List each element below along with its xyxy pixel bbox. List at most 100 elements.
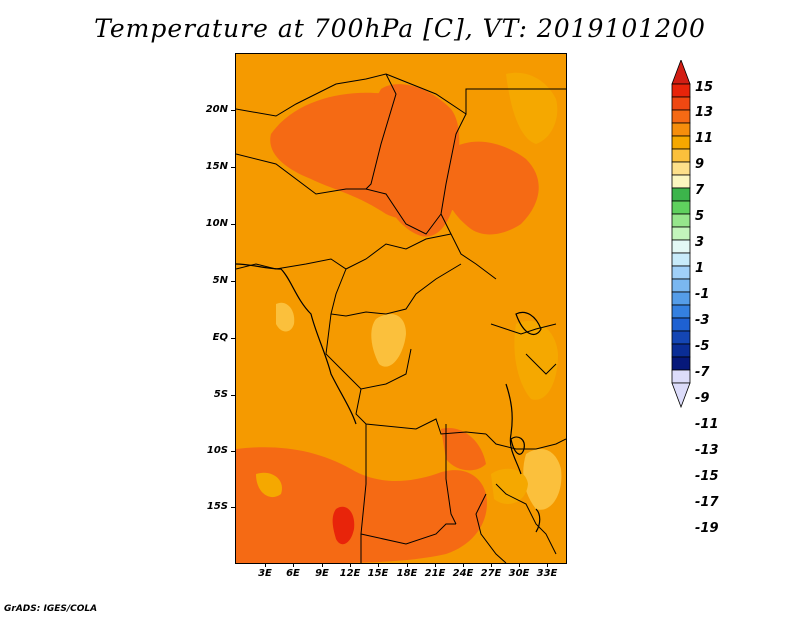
colorbar-segment <box>671 122 691 137</box>
x-tick <box>293 563 294 567</box>
cool-patch-south-west <box>256 472 282 498</box>
temperature-field <box>236 54 566 563</box>
colorbar-segment <box>671 356 691 371</box>
colorbar-bottom-arrow <box>671 382 691 409</box>
y-tick-label: 5N <box>212 275 228 286</box>
x-tick-label: 3E <box>258 568 272 579</box>
x-tick-label: 33E <box>536 568 558 579</box>
colorbar-segment <box>671 213 691 228</box>
colorbar-segment <box>671 148 691 163</box>
grads-credit: GrADS: IGES/COLA <box>4 604 98 614</box>
y-tick-label: 20N <box>205 104 228 115</box>
cool-patch-west <box>276 302 295 332</box>
colorbar-segment <box>671 109 691 124</box>
colorbar-segment <box>671 187 691 202</box>
colorbar-segment <box>671 252 691 267</box>
colorbar-label: 3 <box>695 235 705 250</box>
cool-patch-south-east-2 <box>491 468 528 504</box>
warm-region-north-central <box>369 84 460 237</box>
colorbar-label: -11 <box>695 417 719 432</box>
colorbar-label: -1 <box>695 287 710 302</box>
colorbar-label: -15 <box>695 469 719 484</box>
colorbar-segment <box>671 343 691 358</box>
colorbar-segment <box>671 317 691 332</box>
colorbar-label: -17 <box>695 495 719 510</box>
x-tick-label: 18E <box>396 568 418 579</box>
colorbar <box>671 60 691 409</box>
x-tick-label: 6E <box>286 568 300 579</box>
x-tick-label: 15E <box>367 568 389 579</box>
country-borders <box>236 73 566 563</box>
colorbar-segment <box>671 278 691 293</box>
cool-patch-south-east <box>523 449 562 510</box>
y-tick <box>231 338 235 339</box>
hot-spot-south <box>332 506 355 545</box>
x-tick <box>547 563 548 567</box>
y-tick <box>231 507 235 508</box>
x-tick-label: 9E <box>315 568 329 579</box>
colorbar-segment <box>671 330 691 345</box>
x-tick-label: 24E <box>452 568 474 579</box>
x-tick-label: 12E <box>339 568 361 579</box>
x-tick <box>378 563 379 567</box>
colorbar-label: -9 <box>695 391 710 406</box>
y-tick-label: 15S <box>206 501 228 512</box>
y-tick <box>231 110 235 111</box>
y-tick <box>231 451 235 452</box>
x-tick <box>407 563 408 567</box>
colorbar-top-arrow <box>671 60 691 85</box>
colorbar-label: -5 <box>695 339 710 354</box>
colorbar-segment <box>671 291 691 306</box>
warm-region-north-east <box>444 141 539 235</box>
coastlines <box>236 263 542 533</box>
cool-patch-central <box>371 314 406 367</box>
y-tick-label: 10S <box>206 445 228 456</box>
cool-patch-east <box>514 320 558 400</box>
y-tick <box>231 224 235 225</box>
colorbar-segment <box>671 200 691 215</box>
temperature-map <box>235 53 567 564</box>
colorbar-segment <box>671 174 691 189</box>
colorbar-label: 11 <box>695 131 714 146</box>
colorbar-segment <box>671 304 691 319</box>
x-tick <box>435 563 436 567</box>
x-tick <box>519 563 520 567</box>
colorbar-segment <box>671 161 691 176</box>
colorbar-label: 15 <box>695 80 714 95</box>
y-tick-label: EQ <box>212 332 228 343</box>
colorbar-label: 7 <box>695 183 705 198</box>
colorbar-segment <box>671 265 691 280</box>
colorbar-label: -3 <box>695 313 710 328</box>
x-tick-label: 30E <box>508 568 530 579</box>
colorbar-segment <box>671 96 691 111</box>
warm-region-south-central <box>441 428 486 471</box>
y-tick-label: 10N <box>205 218 228 229</box>
colorbar-label: 13 <box>695 105 714 120</box>
x-tick <box>491 563 492 567</box>
y-tick <box>231 395 235 396</box>
x-tick <box>463 563 464 567</box>
x-tick-label: 27E <box>480 568 502 579</box>
colorbar-segment <box>671 135 691 150</box>
colorbar-label: -7 <box>695 365 710 380</box>
colorbar-label: -19 <box>695 521 719 536</box>
map-title: Temperature at 700hPa [C], VT: 201910120… <box>94 14 706 43</box>
y-tick <box>231 281 235 282</box>
colorbar-segment <box>671 226 691 241</box>
cool-patch-north-east <box>506 72 558 144</box>
x-tick <box>350 563 351 567</box>
warm-region-south <box>236 447 487 563</box>
x-tick <box>265 563 266 567</box>
colorbar-label: 1 <box>695 261 705 276</box>
colorbar-label: 9 <box>695 157 705 172</box>
colorbar-segment <box>671 369 691 384</box>
x-tick-label: 21E <box>424 568 446 579</box>
colorbar-segment <box>671 239 691 254</box>
colorbar-label: 5 <box>695 209 705 224</box>
x-tick <box>322 563 323 567</box>
y-tick-label: 15N <box>205 161 228 172</box>
y-tick-label: 5S <box>213 389 228 400</box>
y-tick <box>231 167 235 168</box>
colorbar-label: -13 <box>695 443 719 458</box>
colorbar-segment <box>671 83 691 98</box>
